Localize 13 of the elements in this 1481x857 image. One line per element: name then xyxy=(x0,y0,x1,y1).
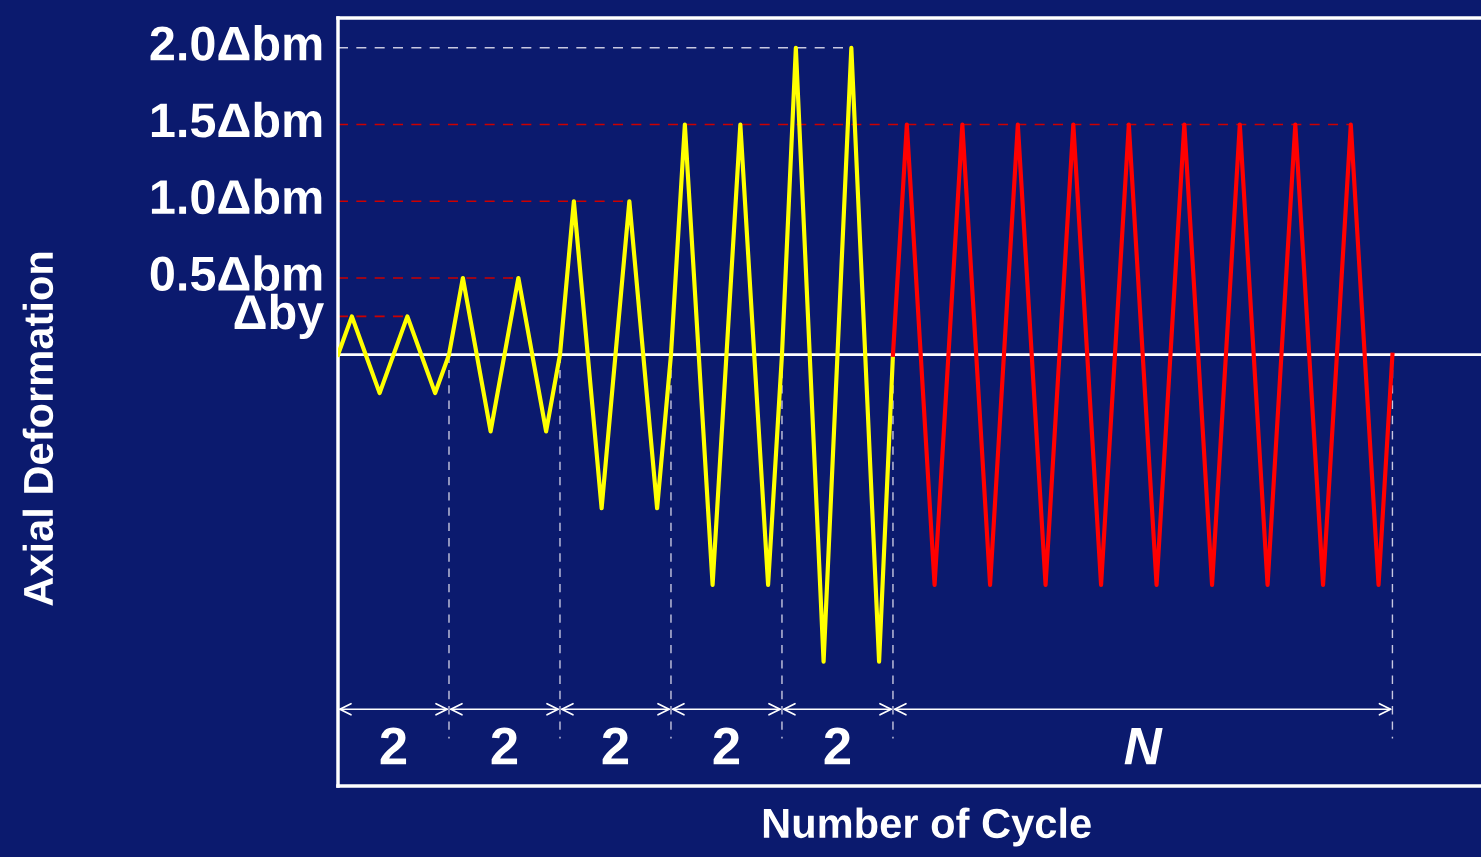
ref-line-label: Δby xyxy=(234,293,325,340)
ref-line-label: 2.0Δbm xyxy=(150,25,322,61)
text: 2 xyxy=(380,727,407,765)
text: N xyxy=(1124,728,1163,765)
text: 2 xyxy=(713,727,740,765)
x-axis-title: Number of Cycle xyxy=(763,807,1091,847)
text: 2 xyxy=(824,727,851,765)
ref-line-label: 1.0Δbm xyxy=(151,178,322,215)
text: 2 xyxy=(602,727,629,765)
text: Axial Deformation xyxy=(22,252,54,606)
ref-line-label: 0.5Δbm xyxy=(150,255,322,292)
text: 2 xyxy=(491,727,518,765)
ref-line-label: 1.5Δbm xyxy=(151,101,322,138)
